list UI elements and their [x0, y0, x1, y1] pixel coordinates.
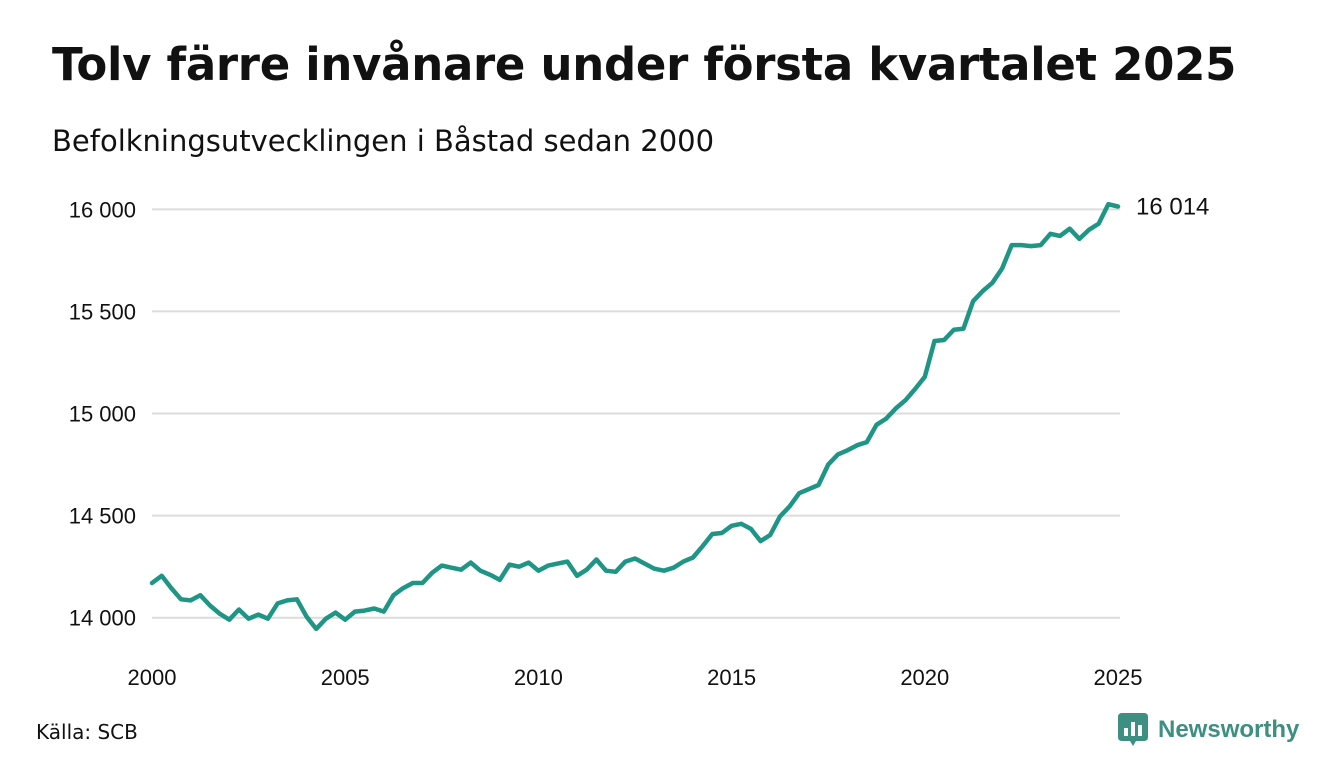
- x-tick-label: 2005: [321, 665, 370, 690]
- x-axis-ticks: 2000 2005 2010 2015 2020 2025: [128, 665, 1143, 690]
- y-tick-label: 14 500: [69, 504, 136, 529]
- x-tick-label: 2000: [128, 665, 177, 690]
- brand-logo: Newsworthy: [1118, 712, 1299, 748]
- y-axis-ticks: 14 000 14 500 15 000 15 500 16 000: [69, 197, 136, 630]
- chart-subtitle: Befolkningsutvecklingen i Båstad sedan 2…: [52, 124, 715, 158]
- gridlines: [152, 208, 1120, 619]
- population-line: [149, 201, 1121, 632]
- y-tick-label: 14 000: [69, 606, 136, 631]
- end-value-label: 16 014: [1136, 193, 1209, 220]
- x-tick-label: 2015: [707, 665, 756, 690]
- chart-title: Tolv färre invånare under första kvartal…: [52, 38, 1237, 91]
- x-tick-label: 2010: [514, 665, 563, 690]
- x-tick-label: 2025: [1094, 665, 1143, 690]
- newsworthy-logo-icon: [1118, 713, 1148, 746]
- y-tick-label: 15 000: [69, 402, 136, 427]
- series-layer: [149, 201, 1121, 632]
- y-tick-label: 15 500: [69, 299, 136, 324]
- y-tick-label: 16 000: [69, 197, 136, 222]
- brand-name: Newsworthy: [1158, 716, 1300, 743]
- x-tick-label: 2020: [900, 665, 949, 690]
- source-note: Källa: SCB: [36, 720, 138, 744]
